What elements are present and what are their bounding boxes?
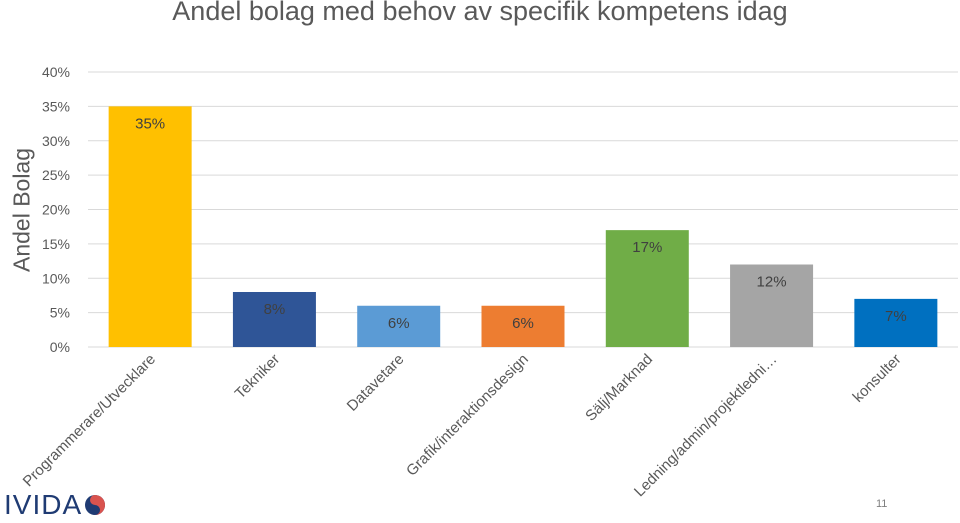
y-axis-ticks: 0% 5% 10% 15% 20% 25% 30% 35% 40% bbox=[42, 64, 70, 355]
category-label: konsulter bbox=[850, 351, 905, 406]
y-tick-label: 15% bbox=[42, 236, 70, 252]
category-label: Sälj/Marknad bbox=[582, 351, 656, 425]
data-labels: 35% 8% 6% 6% 17% 12% 7% bbox=[135, 115, 907, 331]
data-label: 35% bbox=[135, 115, 165, 132]
bar bbox=[481, 305, 565, 347]
bar bbox=[605, 230, 689, 347]
logo-text: IVIDA bbox=[4, 489, 83, 520]
chart-title: Andel bolag med behov av specifik kompet… bbox=[172, 0, 788, 26]
bar bbox=[357, 305, 441, 347]
data-label: 12% bbox=[757, 274, 787, 291]
data-label: 6% bbox=[388, 315, 410, 332]
y-tick-label: 25% bbox=[42, 167, 70, 183]
y-tick-label: 20% bbox=[42, 202, 70, 218]
category-label: Ledning/admin/projektledni… bbox=[631, 351, 780, 500]
y-tick-label: 5% bbox=[50, 305, 70, 321]
category-label: Tekniker bbox=[232, 351, 284, 403]
data-label: 8% bbox=[264, 301, 286, 318]
category-label: Datavetare bbox=[344, 351, 408, 415]
y-tick-label: 30% bbox=[42, 133, 70, 149]
bar bbox=[108, 106, 192, 347]
y-tick-label: 40% bbox=[42, 64, 70, 80]
bars bbox=[108, 106, 938, 347]
y-tick-label: 0% bbox=[50, 339, 70, 355]
category-label: Programmerare/Utvecklare bbox=[20, 351, 159, 490]
logo-circle-icon bbox=[85, 495, 106, 515]
bar bbox=[730, 264, 814, 347]
bar bbox=[232, 292, 316, 347]
page-number: 11 bbox=[876, 498, 888, 510]
data-label: 17% bbox=[632, 239, 662, 256]
data-label: 6% bbox=[512, 315, 534, 332]
category-labels: Programmerare/Utvecklare Tekniker Dataveta… bbox=[20, 351, 905, 500]
ivida-logo: IVIDA bbox=[4, 488, 106, 522]
y-tick-label: 35% bbox=[42, 98, 70, 114]
bar bbox=[854, 298, 938, 347]
data-label: 7% bbox=[885, 308, 907, 325]
category-label: Grafik/interaktionsdesign bbox=[403, 351, 532, 480]
y-tick-label: 10% bbox=[42, 270, 70, 286]
